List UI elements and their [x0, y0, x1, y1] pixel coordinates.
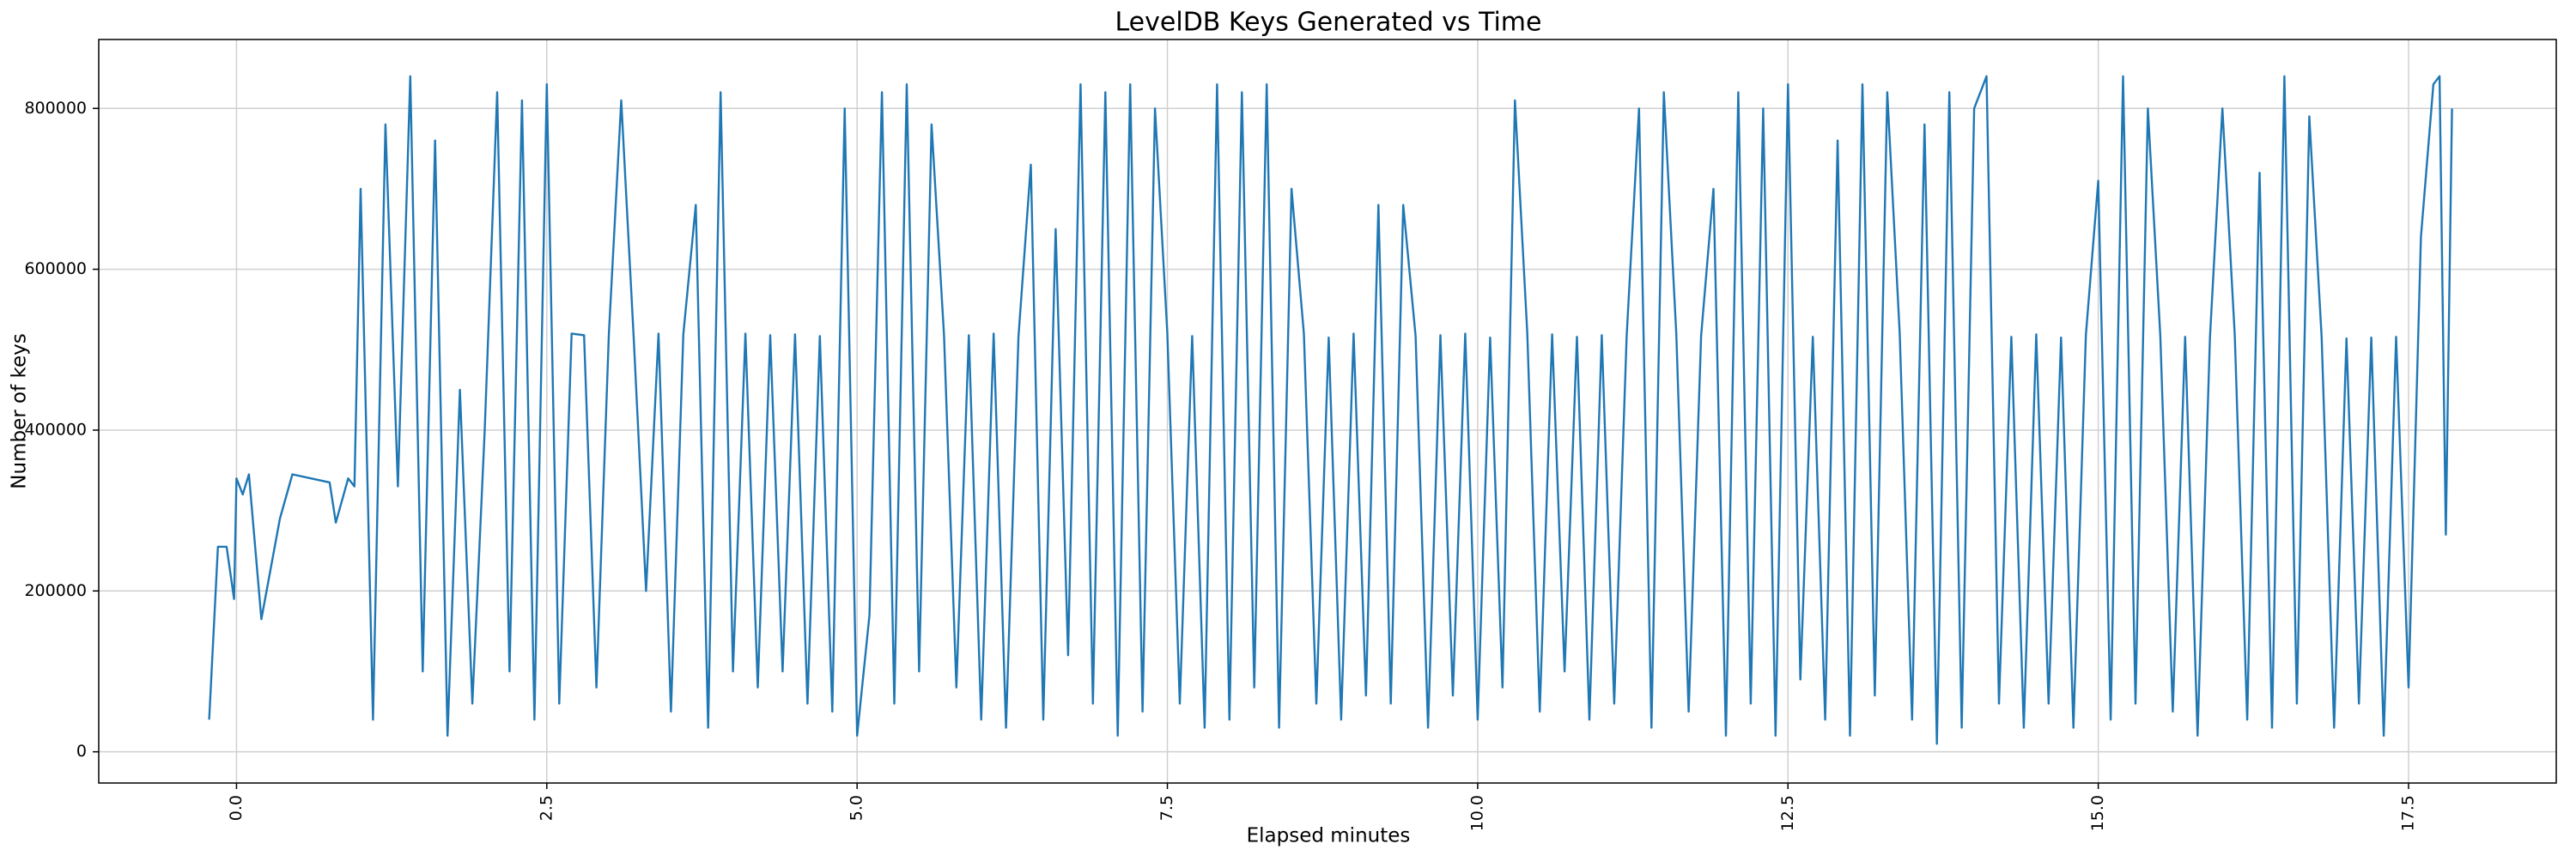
y-tick-label: 400000: [24, 420, 87, 439]
y-tick-label: 0: [76, 742, 87, 761]
x-tick-label: 15.0: [2088, 795, 2107, 831]
x-tick-label: 17.5: [2398, 795, 2417, 831]
x-tick-label: 2.5: [537, 795, 556, 821]
x-tick-label: 7.5: [1157, 795, 1176, 821]
x-tick-label: 10.0: [1467, 795, 1486, 831]
y-tick-label: 800000: [24, 99, 87, 118]
y-axis-label: Number of keys: [9, 333, 31, 489]
x-tick-label: 5.0: [848, 795, 866, 821]
y-tick-label: 600000: [24, 259, 87, 278]
plot-frame: [98, 39, 2557, 784]
chart-title: LevelDB Keys Generated vs Time: [1115, 8, 1542, 38]
x-tick-label: 0.0: [227, 795, 246, 821]
x-tick-label: 12.5: [1778, 795, 1797, 831]
data-line: [208, 75, 2453, 745]
y-tick-label: 200000: [24, 581, 87, 600]
x-axis-label: Elapsed minutes: [1247, 825, 1411, 847]
